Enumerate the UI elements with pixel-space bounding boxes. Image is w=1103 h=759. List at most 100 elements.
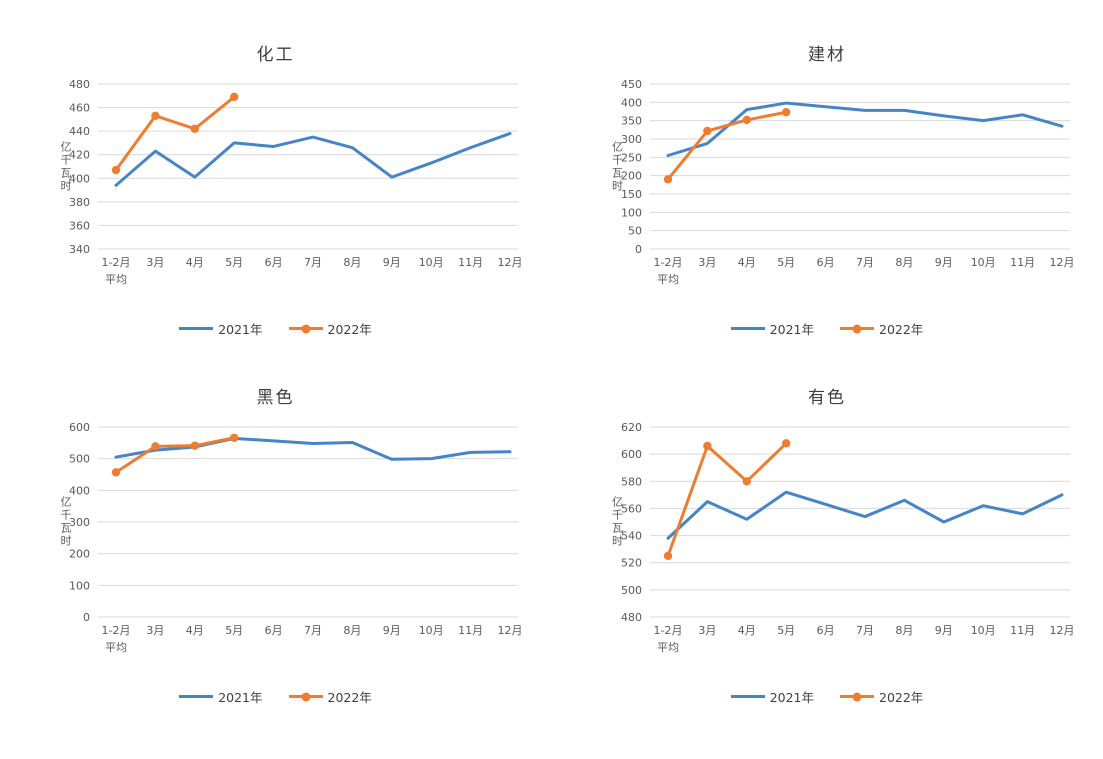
svg-text:4月: 4月 [186,256,204,269]
svg-text:1-2月: 1-2月 [102,624,131,637]
chart-legend: 2021年 2022年 [0,687,551,706]
svg-text:300: 300 [69,516,90,529]
legend-item-2022: 2022年 [288,687,372,706]
svg-text:150: 150 [621,188,642,201]
svg-text:10月: 10月 [970,256,995,269]
svg-text:100: 100 [69,579,90,592]
legend-item-2022: 2022年 [288,319,372,338]
legend-2022-marker-icon [852,324,862,333]
chart-card-nonferrous-metals: 有色 亿千瓦时 480 500 520 540 560 580 600 620 1-2月 平均 3月… [551,379,1103,759]
svg-text:5月: 5月 [777,624,795,637]
svg-text:340: 340 [69,243,90,256]
svg-text:0: 0 [83,611,90,624]
svg-text:12月: 12月 [1049,256,1074,269]
svg-text:500: 500 [69,453,90,466]
svg-text:8月: 8月 [895,256,913,269]
svg-text:3月: 3月 [146,256,164,269]
legend-item-2022: 2022年 [840,319,923,338]
svg-text:100: 100 [621,206,642,219]
legend-2021-line-icon [730,695,765,698]
svg-text:580: 580 [621,475,642,488]
chart-title: 黑色 [256,388,295,408]
legend-item-2021: 2021年 [179,319,263,338]
svg-text:6月: 6月 [265,624,283,637]
svg-text:480: 480 [621,611,642,624]
chart-body: 亿千瓦时 340 360 380 400 420 440 460 480 1-2月 平均 3月 4月 5… [23,72,528,307]
svg-text:400: 400 [621,96,642,109]
legend-2021-label: 2021年 [218,690,263,705]
svg-text:620: 620 [621,421,642,434]
chart-card-building-materials: 建材 亿千瓦时 0 50 100 150 200 250 300 350 400 450 1-2月平… [551,0,1103,379]
legend-2021-label: 2021年 [218,322,263,337]
svg-text:8月: 8月 [343,624,361,637]
chart-legend: 2021年 2022年 [0,319,551,338]
y-axis-unit-label: 亿千瓦时 [59,496,72,548]
legend-item-2022: 2022年 [840,687,923,706]
legend-2021-label: 2021年 [769,322,814,337]
svg-text:400: 400 [69,484,90,497]
svg-text:平均: 平均 [105,273,127,286]
chart-card-chemical: 化工 亿千瓦时 340 360 380 400 420 440 460 480 1-2月 平均 3月… [0,0,551,379]
svg-text:8月: 8月 [343,256,361,269]
svg-text:11月: 11月 [1010,624,1035,637]
chart-body: 亿千瓦时 0 100 200 300 400 500 600 1-2月 平均 3月 4月 5月 6月 7月… [23,415,528,675]
svg-text:50: 50 [628,225,642,238]
svg-text:5月: 5月 [225,256,243,269]
svg-text:1-2月: 1-2月 [653,624,682,637]
legend-2022-line-icon [288,692,323,701]
legend-2022-marker-icon [301,692,310,701]
svg-text:560: 560 [621,502,642,515]
svg-text:平均: 平均 [657,641,679,654]
y-axis-unit-label: 亿千瓦时 [610,496,624,548]
svg-text:480: 480 [69,78,90,91]
svg-text:1-2月: 1-2月 [102,256,131,269]
legend-2022-marker-icon [301,324,310,333]
svg-text:380: 380 [69,196,90,209]
legend-2022-label: 2022年 [327,322,372,337]
svg-text:0: 0 [635,243,642,256]
svg-text:6月: 6月 [816,624,834,637]
svg-text:3月: 3月 [146,624,164,637]
legend-2022-line-icon [288,324,323,333]
svg-text:500: 500 [621,584,642,597]
legend-2021-line-icon [730,327,765,330]
svg-text:7月: 7月 [304,624,322,637]
svg-text:平均: 平均 [657,273,679,286]
chart-body: 亿千瓦时 0 50 100 150 200 250 300 350 400 450 1-2月 平均 3月… [575,72,1080,307]
legend-2022-label: 2022年 [879,322,924,337]
svg-text:6月: 6月 [816,256,834,269]
svg-text:7月: 7月 [856,624,874,637]
svg-text:360: 360 [69,219,90,232]
chart-title: 有色 [808,388,846,408]
legend-item-2021: 2021年 [730,687,814,706]
svg-text:250: 250 [621,151,642,164]
svg-text:3月: 3月 [698,624,716,637]
legend-item-2021: 2021年 [179,687,263,706]
svg-text:440: 440 [69,125,90,138]
chart-card-ferrous-metals: 黑色 亿千瓦时 0 100 200 300 400 500 600 1-2月 平均 3月 4月 5月 6… [0,379,551,759]
svg-text:11月: 11月 [458,256,483,269]
svg-text:420: 420 [69,149,90,162]
chart-title: 化工 [256,45,295,65]
svg-text:11月: 11月 [1010,256,1035,269]
svg-text:9月: 9月 [383,256,401,269]
svg-text:200: 200 [69,548,90,561]
svg-text:3月: 3月 [698,256,716,269]
svg-text:4月: 4月 [737,624,755,637]
svg-text:9月: 9月 [934,624,952,637]
svg-text:450: 450 [621,78,642,91]
svg-text:5月: 5月 [777,256,795,269]
svg-text:12月: 12月 [498,624,523,637]
svg-text:400: 400 [69,172,90,185]
svg-text:5月: 5月 [225,624,243,637]
svg-text:460: 460 [69,102,90,115]
chart-legend: 2021年 2022年 [551,687,1103,706]
svg-text:200: 200 [621,170,642,183]
legend-2022-line-icon [840,692,874,701]
svg-text:7月: 7月 [304,256,322,269]
